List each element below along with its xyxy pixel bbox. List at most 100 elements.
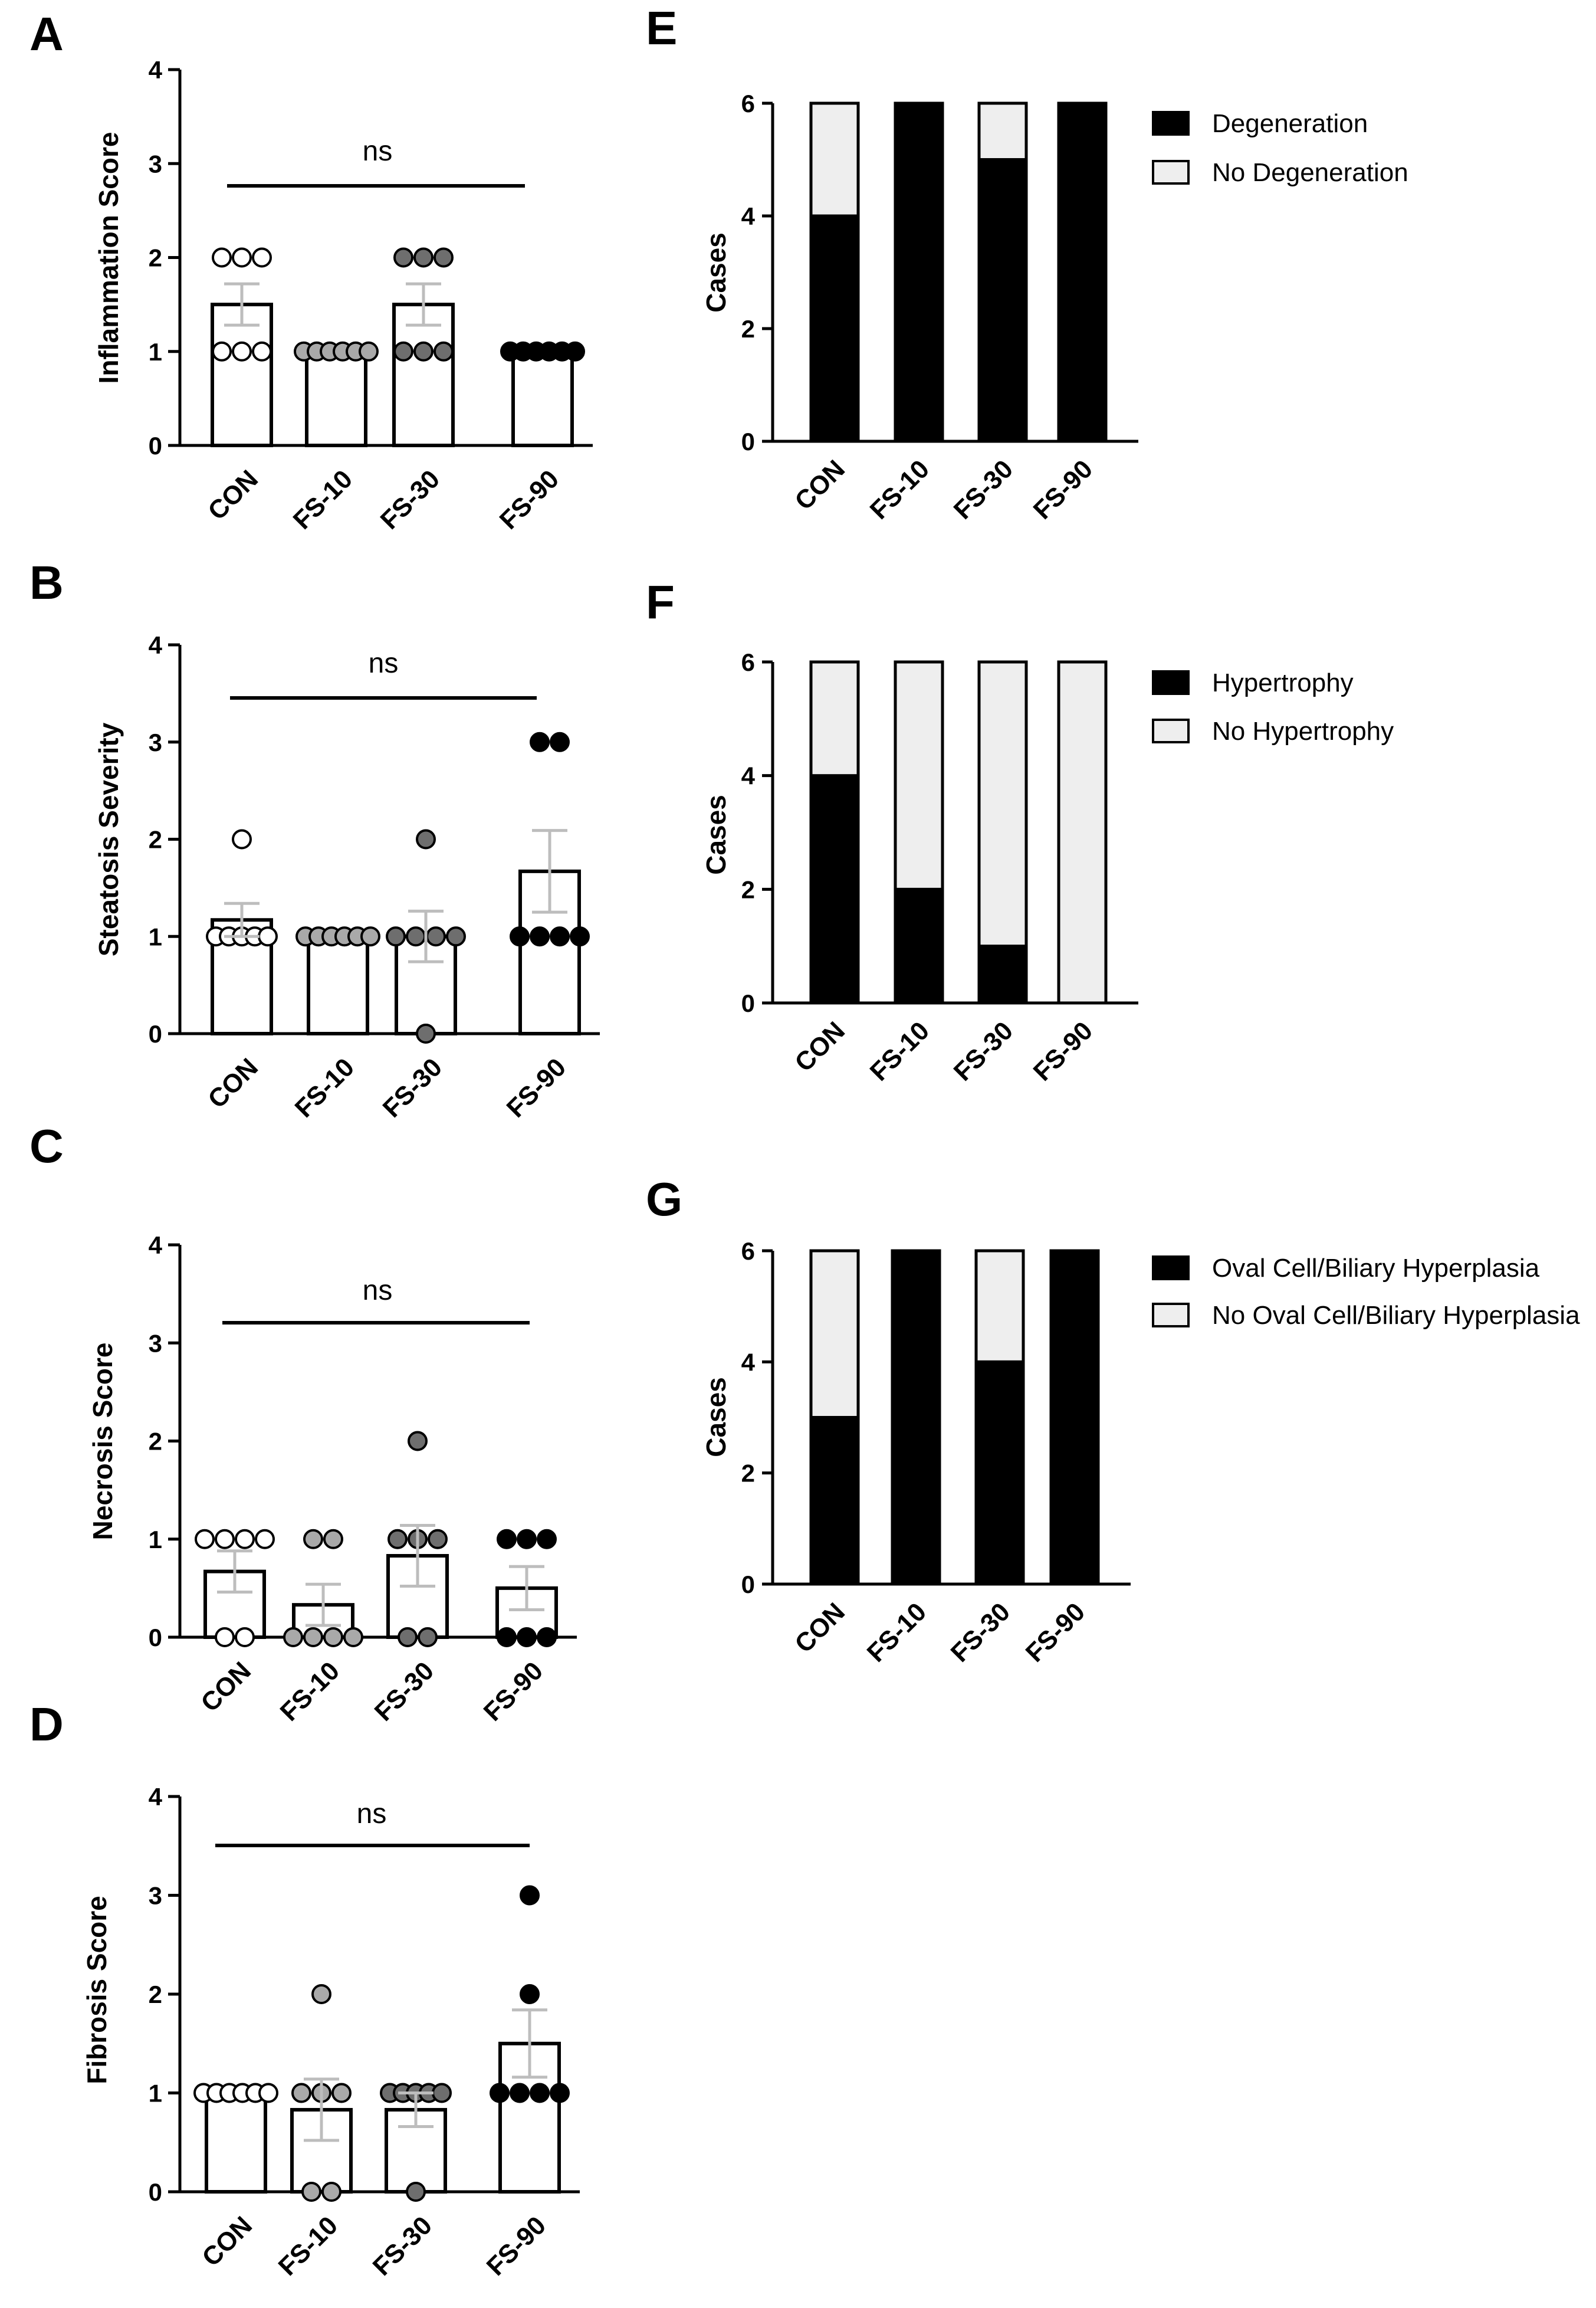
- y-tick-label: 0: [149, 2178, 162, 2206]
- data-point: [323, 1627, 343, 1647]
- x-tick-label: FS-30: [948, 454, 1019, 524]
- legend-swatch: [1152, 160, 1190, 185]
- data-point: [393, 341, 413, 362]
- panel-label: F: [646, 576, 675, 628]
- data-point: [212, 247, 232, 268]
- data-point: [343, 1627, 363, 1647]
- panel-label: C: [29, 1120, 64, 1172]
- panel-c: C Necrosis Score 0 1 2 3 4 ns CON FS-10 FS-30 FS-90: [29, 1120, 577, 1727]
- y-tick-label: 0: [741, 989, 755, 1017]
- y-tick-label: 2: [741, 1460, 755, 1487]
- data-point: [570, 926, 590, 947]
- data-point: [235, 1529, 255, 1549]
- data-point: [510, 926, 530, 947]
- stack-oval-cell-biliary-hyperplasia-fs-90: [1049, 1249, 1100, 1586]
- stack-degeneration-fs-90: [1057, 101, 1108, 443]
- bar-fs-90: [511, 349, 574, 447]
- legend-swatch: [1152, 670, 1190, 695]
- y-tick-label: 2: [149, 244, 162, 272]
- x-tick-label: CON: [789, 454, 850, 516]
- y-tick-label: 1: [149, 923, 162, 950]
- data-point: [258, 2083, 278, 2103]
- x-tick-label: FS-90: [478, 1656, 549, 1726]
- y-tick-label: 2: [149, 1981, 162, 2008]
- y-axis-label: Cases: [701, 795, 731, 875]
- y-tick-label: 2: [741, 315, 755, 343]
- stack-oval-cell-biliary-hyperplasia-con: [809, 1416, 860, 1586]
- y-tick-label: 3: [149, 150, 162, 178]
- x-tick-label: CON: [195, 1656, 257, 1717]
- y-axis-label: Fibrosis Score: [81, 1896, 112, 2084]
- y-tick-label: 4: [149, 1231, 163, 1259]
- panel-f: F Cases 0 2 4 6 CON FS-10 FS-30 FS-90 Hypertrophy N…: [646, 576, 1394, 1087]
- stack-hypertrophy-con: [809, 774, 860, 1005]
- panel-label: D: [29, 1698, 64, 1750]
- data-point: [565, 341, 585, 362]
- data-point: [398, 1627, 418, 1647]
- y-tick-label: 1: [149, 2080, 162, 2107]
- x-tick-label: CON: [202, 464, 264, 526]
- data-point: [235, 1627, 255, 1647]
- data-point: [416, 1024, 436, 1044]
- stack-oval-cell-biliary-hyperplasia-fs-30: [974, 1360, 1025, 1586]
- stack-hypertrophy-fs-10: [894, 887, 944, 1005]
- panel-e: E Cases 0 2 4 6 CON FS-10 FS-30 FS-90 Degeneration…: [646, 2, 1408, 525]
- data-point: [408, 1431, 428, 1451]
- y-tick-label: 6: [741, 90, 755, 117]
- x-tick-label: FS-90: [1020, 1597, 1091, 1667]
- data-point: [386, 926, 406, 947]
- x-tick-label: FS-10: [273, 2211, 343, 2281]
- y-tick-label: 6: [741, 1237, 755, 1265]
- x-tick-label: CON: [789, 1597, 850, 1658]
- bar-fs-30: [392, 303, 455, 447]
- legend-label: Hypertrophy: [1212, 668, 1354, 697]
- x-tick-label: FS-10: [275, 1656, 345, 1726]
- data-point: [303, 1529, 323, 1549]
- data-point: [432, 2083, 452, 2103]
- y-tick-label: 0: [149, 1020, 162, 1048]
- data-point: [426, 926, 446, 947]
- y-axis-label: Cases: [701, 232, 731, 313]
- data-point: [258, 926, 278, 947]
- bar-fs-10: [307, 935, 369, 1035]
- panel-g: G Cases 0 2 4 6 CON FS-10 FS-30 FS-90 Oval Cell/Bi…: [646, 1173, 1580, 1668]
- data-point: [393, 247, 413, 268]
- panel-label: B: [29, 556, 64, 609]
- data-point: [303, 1627, 323, 1647]
- legend-label: No Degeneration: [1212, 158, 1408, 187]
- y-tick-label: 4: [149, 1783, 163, 1811]
- x-tick-label: FS-90: [494, 464, 564, 535]
- data-point: [550, 732, 570, 752]
- data-point: [520, 1984, 540, 2004]
- data-point: [530, 926, 550, 947]
- y-axis-label: Steatosis Severity: [93, 722, 124, 956]
- y-tick-label: 3: [149, 1882, 162, 1910]
- data-point: [252, 247, 272, 268]
- data-point: [497, 1627, 517, 1647]
- data-point: [520, 1885, 540, 1906]
- data-point: [517, 1627, 537, 1647]
- x-tick-label: FS-90: [1028, 454, 1098, 524]
- y-tick-label: 1: [149, 338, 162, 366]
- legend-label: Oval Cell/Biliary Hyperplasia: [1212, 1254, 1540, 1283]
- data-point: [434, 247, 454, 268]
- data-point: [550, 2083, 570, 2103]
- data-point: [387, 1529, 408, 1549]
- significance-label: ns: [363, 136, 393, 167]
- x-tick-label: FS-10: [865, 1016, 935, 1086]
- y-tick-label: 3: [149, 1329, 162, 1357]
- significance-label: ns: [369, 648, 399, 679]
- x-tick-label: FS-30: [375, 464, 445, 535]
- stack-no-hypertrophy-fs-90: [1057, 660, 1108, 1005]
- bar-con: [205, 2091, 267, 2194]
- stack-no-hypertrophy-fs-10: [894, 660, 944, 891]
- data-point: [301, 2182, 321, 2202]
- y-tick-label: 4: [741, 1348, 756, 1376]
- legend-label: No Oval Cell/Biliary Hyperplasia: [1212, 1301, 1580, 1330]
- x-tick-label: CON: [202, 1053, 264, 1114]
- x-tick-label: FS-10: [290, 1053, 360, 1123]
- data-point: [446, 926, 466, 947]
- y-tick-label: 2: [149, 826, 162, 854]
- x-tick-label: FS-90: [501, 1053, 572, 1123]
